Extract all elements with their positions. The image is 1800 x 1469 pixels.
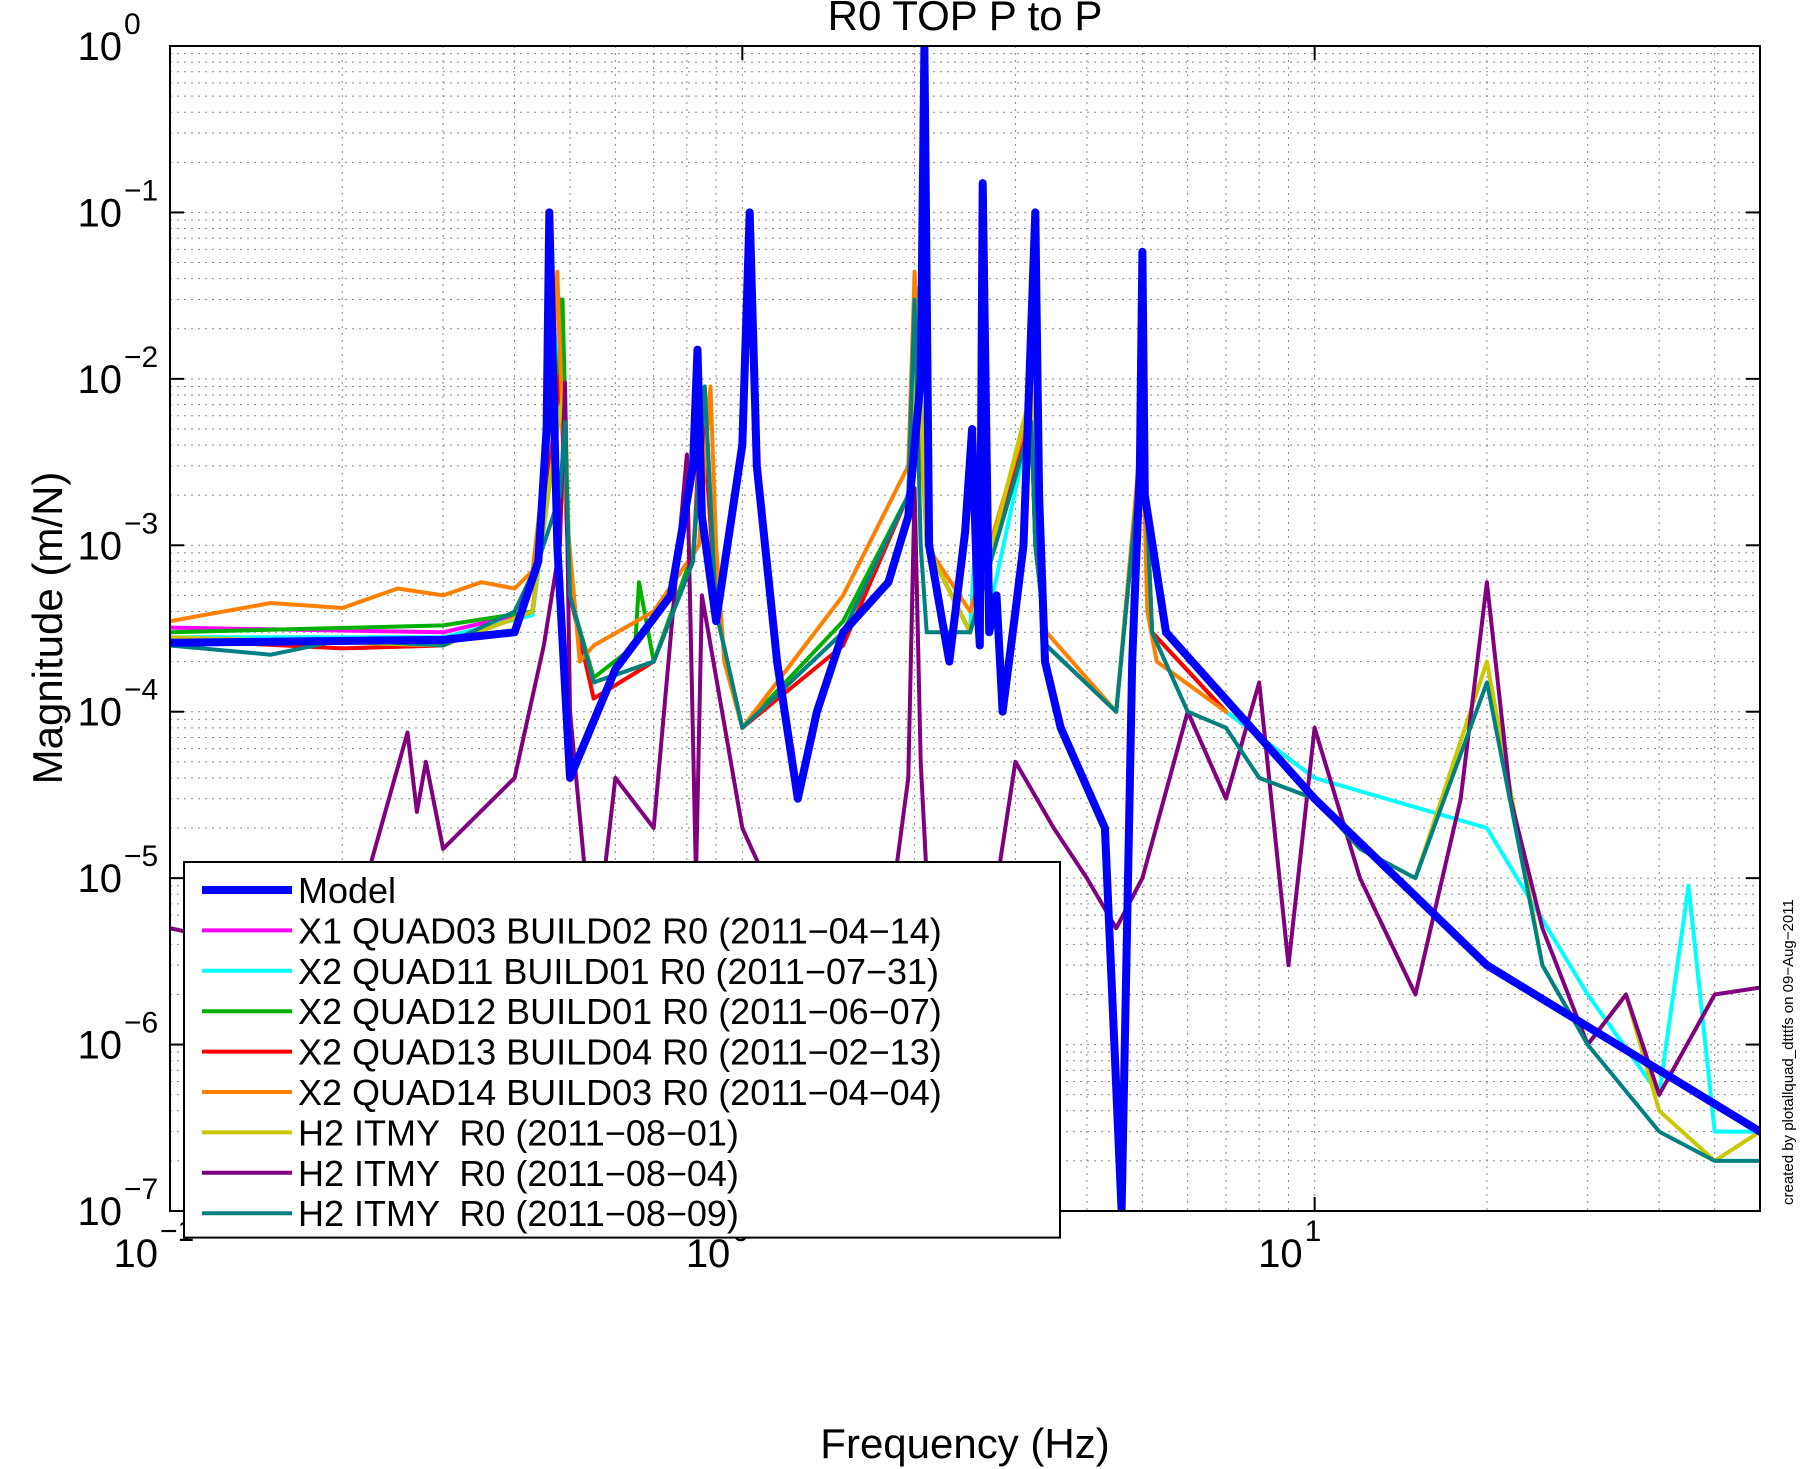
chart-title: R0 TOP P to P: [828, 0, 1103, 39]
series-line: [170, 46, 1760, 1211]
y-tick-exponent: −1: [124, 174, 158, 207]
legend-entry: X2 QUAD12 BUILD01 R0 (2011−06−07): [202, 991, 942, 1032]
x-tick-base: 10: [114, 1232, 159, 1276]
y-tick-exponent: −2: [124, 341, 158, 374]
y-tick-exponent: −5: [124, 840, 158, 873]
creation-annotation: created by plotallquad_dtttfs on 09−Aug−…: [1780, 899, 1797, 1205]
axis-ticks: 10−110010110010−110−210−310−410−510−610−…: [78, 8, 1760, 1276]
y-tick-label: 10−3: [78, 507, 159, 568]
legend-entry: H2 ITMY R0 (2011−08−01): [202, 1112, 739, 1153]
y-tick-exponent: −4: [124, 674, 158, 707]
y-tick-label: 10−4: [78, 674, 159, 735]
x-tick-label: 101: [1258, 1215, 1321, 1276]
grid: [170, 46, 1760, 1211]
y-tick-exponent: −7: [124, 1173, 158, 1206]
y-tick-label: 10−2: [78, 341, 159, 402]
legend-label: H2 ITMY R0 (2011−08−01): [298, 1112, 739, 1153]
legend-entry: H2 ITMY R0 (2011−08−04): [202, 1153, 739, 1194]
legend-entry: X1 QUAD03 BUILD02 R0 (2011−04−14): [202, 910, 942, 951]
x-tick-base: 10: [686, 1232, 731, 1276]
legend-box: [183, 861, 1061, 1239]
legend-label: X1 QUAD03 BUILD02 R0 (2011−04−14): [298, 910, 942, 951]
legend-entry: X2 QUAD11 BUILD01 R0 (2011−07−31): [202, 951, 939, 992]
legend-label: Model: [298, 870, 396, 911]
series-line: [170, 297, 1760, 1163]
legend-label: H2 ITMY R0 (2011−08−04): [298, 1153, 739, 1194]
y-tick-exponent: 0: [124, 8, 141, 41]
legend-entry: H2 ITMY R0 (2011−08−09): [202, 1193, 739, 1234]
y-tick-label: 10−7: [78, 1173, 159, 1234]
x-axis-label: Frequency (Hz): [820, 1420, 1109, 1467]
y-tick-exponent: −6: [124, 1007, 158, 1040]
x-tick-base: 10: [1258, 1232, 1303, 1276]
x-tick-exponent: 1: [1305, 1215, 1322, 1248]
y-tick-base: 10: [78, 691, 123, 735]
x-tick-label: 10−1: [114, 1215, 195, 1276]
legend-label: X2 QUAD13 BUILD04 R0 (2011−02−13): [298, 1032, 942, 1073]
y-tick-exponent: −3: [124, 507, 158, 540]
legend-label: H2 ITMY R0 (2011−08−09): [298, 1193, 739, 1234]
y-tick-base: 10: [78, 1190, 123, 1234]
legend-label: X2 QUAD14 BUILD03 R0 (2011−04−04): [298, 1072, 942, 1113]
y-tick-base: 10: [78, 524, 123, 568]
series-group: [170, 46, 1760, 1211]
legend-entry: X2 QUAD14 BUILD03 R0 (2011−04−04): [202, 1072, 942, 1113]
y-tick-label: 10−5: [78, 840, 159, 901]
y-tick-base: 10: [78, 857, 123, 901]
y-tick-base: 10: [78, 358, 123, 402]
y-tick-label: 100: [78, 8, 141, 69]
y-tick-base: 10: [78, 191, 123, 235]
y-tick-label: 10−1: [78, 174, 159, 235]
y-axis-label: Magnitude (m/N): [24, 472, 71, 785]
y-tick-label: 10−6: [78, 1007, 159, 1068]
y-tick-base: 10: [78, 1024, 123, 1068]
legend-label: X2 QUAD11 BUILD01 R0 (2011−07−31): [298, 951, 939, 992]
y-tick-base: 10: [78, 25, 123, 69]
legend-label: X2 QUAD12 BUILD01 R0 (2011−06−07): [298, 991, 942, 1032]
legend-entry: X2 QUAD13 BUILD04 R0 (2011−02−13): [202, 1032, 942, 1073]
legend-entry: Model: [202, 870, 396, 911]
